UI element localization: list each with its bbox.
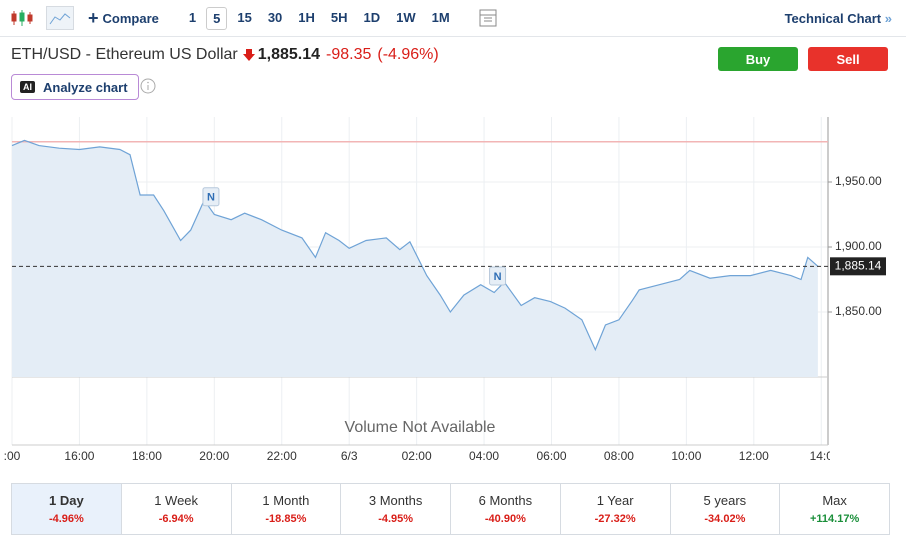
x-tick-label: 16:00 <box>64 449 94 463</box>
compare-button[interactable]: + Compare <box>88 7 159 28</box>
period-cell[interactable]: 6 Months -40.90% <box>451 484 561 534</box>
period-label: 1 Day <box>49 493 84 508</box>
instrument-title: ETH/USD - Ethereum US Dollar <box>11 46 238 63</box>
period-change: -6.94% <box>158 513 194 525</box>
interval-button[interactable]: 1M <box>431 9 450 25</box>
x-tick-label: 08:00 <box>604 449 634 463</box>
period-change: -18.85% <box>265 513 307 525</box>
y-tick-label: 1,950.00 <box>835 174 882 188</box>
period-cell[interactable]: 5 years -34.02% <box>671 484 781 534</box>
period-change: -4.96% <box>48 513 84 525</box>
interval-button[interactable]: 1W <box>396 9 416 25</box>
compare-label: Compare <box>102 10 159 26</box>
period-label: 6 Months <box>478 493 533 508</box>
period-label: 1 Month <box>262 493 310 508</box>
period-cell[interactable]: 3 Months -4.95% <box>341 484 451 534</box>
technical-chart-link[interactable]: Technical Chart » <box>784 10 892 26</box>
news-marker <box>202 187 220 207</box>
period-cell[interactable]: 1 Week -6.94% <box>122 484 232 534</box>
last-price-label: 1,885.14 <box>835 258 882 272</box>
x-tick-label: 02:00 <box>402 449 432 463</box>
price-change: -98.35 <box>326 46 372 63</box>
period-cell[interactable]: 1 Month -18.85% <box>232 484 342 534</box>
sell-button[interactable]: Sell <box>808 47 888 71</box>
interval-button[interactable]: 15 <box>237 9 252 25</box>
chart: :00 16:00 18:00 20:00 22:00 6/3 02:00 04:00 06:0… <box>4 117 886 463</box>
candle-icon[interactable] <box>10 8 34 28</box>
x-tick-label: 14:0 <box>810 449 834 463</box>
x-tick-label: 6/3 <box>341 449 358 463</box>
period-cell[interactable]: 1 Year -27.32% <box>561 484 671 534</box>
interval-button[interactable]: 5H <box>330 9 348 25</box>
price-area <box>12 140 818 377</box>
period-cell[interactable]: Max +114.17% <box>780 484 889 534</box>
period-change: -27.32% <box>594 513 636 525</box>
period-change: +114.17% <box>810 513 860 525</box>
analyze-button[interactable]: AI Analyze chart <box>11 74 139 100</box>
x-tick-label: 12:00 <box>739 449 769 463</box>
period-table: 1 Day -4.96% 1 Week -6.94% 1 Month -18.85% 3 M… <box>11 483 890 535</box>
buy-button[interactable]: Buy <box>718 47 798 71</box>
interval-button[interactable]: 1 <box>188 9 197 25</box>
interval-button[interactable]: 30 <box>267 9 283 25</box>
interval-group: 1 5 15 30 1H 5H 1D 1W 1M <box>181 6 458 30</box>
x-tick-label: 10:00 <box>671 449 701 463</box>
x-tick-label: 04:00 <box>469 449 499 463</box>
area-icon[interactable] <box>46 6 74 30</box>
period-change: -40.90% <box>484 513 526 525</box>
last-price-box <box>830 257 886 276</box>
x-tick-label: 18:00 <box>132 449 162 463</box>
period-cell[interactable]: 1 Day -4.96% <box>12 484 122 534</box>
period-label: 1 Year <box>596 493 634 508</box>
layout-icon[interactable] <box>478 8 498 28</box>
toolbar: + Compare 1 5 15 30 1H 5H 1D 1W 1M Technical Char… <box>0 0 906 37</box>
instrument-header: ETH/USD - Ethereum US Dollar 1,885.14 -9… <box>11 46 439 64</box>
period-label: 5 years <box>703 493 747 508</box>
x-tick-label: 20:00 <box>199 449 229 463</box>
analyze-label: Analyze chart <box>43 79 128 95</box>
down-arrow <box>242 49 255 61</box>
interval-button[interactable]: 5 <box>206 6 228 30</box>
info-icon[interactable] <box>140 78 156 94</box>
news-marker <box>489 266 507 286</box>
technical-chart-label: Technical Chart <box>784 10 882 26</box>
period-change: -4.95% <box>378 513 414 525</box>
x-tick-label: :00 <box>4 449 21 463</box>
y-tick-label: 1,900.00 <box>835 239 882 253</box>
price-line <box>11 139 819 352</box>
period-label: 1 Week <box>154 493 199 508</box>
price-change-pct: (-4.96%) <box>377 46 439 63</box>
x-tick-label: 06:00 <box>536 449 566 463</box>
price: 1,885.14 <box>257 46 320 63</box>
interval-button[interactable]: 1D <box>363 9 381 25</box>
volume-note: Volume Not Available <box>345 419 496 436</box>
x-tick-label: 22:00 <box>267 449 297 463</box>
news-marker-label: N <box>494 271 502 283</box>
interval-button[interactable]: 1H <box>298 9 315 25</box>
news-marker-label: N <box>207 192 215 204</box>
period-label: Max <box>822 493 847 508</box>
y-tick-label: 1,850.00 <box>835 304 882 318</box>
period-label: 3 Months <box>368 493 423 508</box>
period-change: -34.02% <box>704 513 746 525</box>
